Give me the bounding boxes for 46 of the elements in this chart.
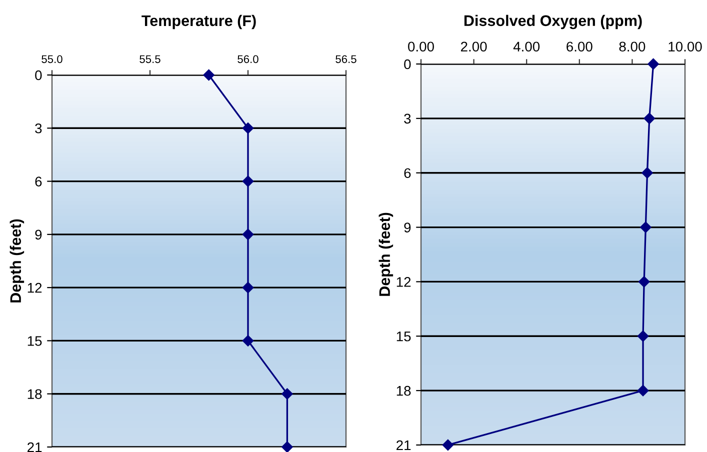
y-tick-label: 3 [404,114,411,124]
x-tick-label: 8.00 [619,42,646,52]
y-tick-label: 6 [35,176,42,186]
point [282,441,293,452]
chart-title: Temperature (F) [142,14,256,30]
point [282,388,293,400]
point [642,167,653,178]
y-tick-label: 15 [396,332,411,342]
point [644,112,655,124]
point [242,335,254,346]
point [637,330,649,342]
point [203,69,214,81]
point [638,276,650,288]
point [242,122,254,134]
point [242,282,254,294]
y-tick-label: 12 [396,277,411,287]
y-tick-label: 6 [404,168,411,178]
chart-title: Dissolved Oxygen (ppm) [464,14,642,30]
y-axis-title: Depth (feet) [10,219,24,302]
x-tick-label: 0.00 [408,42,434,52]
x-tick-label: 56.0 [238,55,258,64]
point [242,228,254,240]
y-tick-label: 9 [404,222,411,232]
point [637,384,649,396]
x-tick-label: 10.00 [668,42,702,52]
y-tick-label: 18 [28,389,42,400]
y-tick-label: 15 [28,336,42,346]
y-axis-title: Depth (feet) [378,212,394,296]
y-tick-label: 0 [35,70,42,80]
y-tick-label: 18 [396,386,411,396]
y-tick-label: 21 [396,440,411,450]
x-tick-label: 4.00 [513,42,540,52]
point [442,439,454,451]
x-tick-label: 6.00 [566,42,592,52]
point [242,176,254,187]
y-tick-label: 0 [404,59,411,70]
x-tick-label: 2.00 [460,42,487,52]
x-tick-label: 55.0 [42,55,62,64]
y-tick-label: 21 [28,442,42,452]
y-tick-label: 3 [35,123,42,134]
y-tick-label: 12 [28,282,42,293]
x-tick-label: 56.5 [336,55,356,64]
point [640,222,652,233]
x-tick-label: 55.5 [140,55,160,64]
point [648,58,659,70]
y-tick-label: 9 [35,230,42,240]
